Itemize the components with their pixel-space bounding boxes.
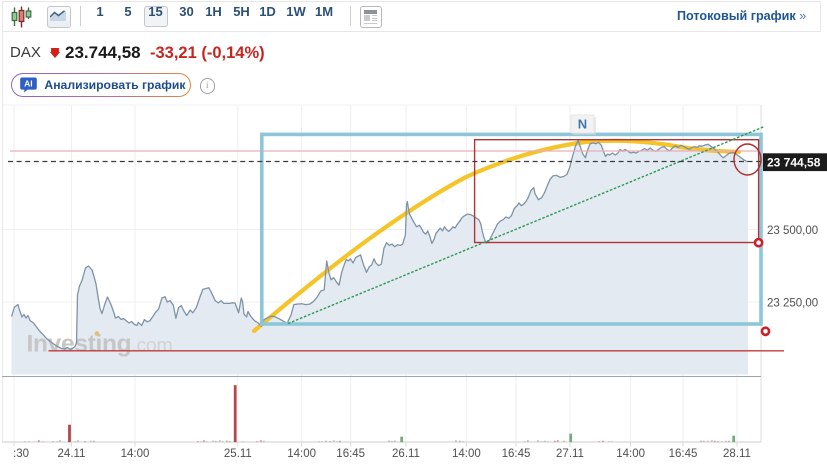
svg-text:25.11: 25.11 (224, 448, 252, 460)
svg-text:23 744,58: 23 744,58 (767, 156, 821, 170)
svg-text::30: :30 (13, 448, 29, 460)
svg-text:23 250,00: 23 250,00 (767, 298, 818, 310)
svg-text:23 500,00: 23 500,00 (767, 225, 818, 237)
svg-text:Investing.com: Investing.com (27, 331, 173, 358)
svg-text:16:45: 16:45 (669, 448, 698, 460)
svg-text:26.11: 26.11 (392, 448, 420, 460)
svg-text:16:45: 16:45 (336, 448, 365, 460)
svg-text:24.11: 24.11 (58, 448, 86, 460)
svg-text:14:00: 14:00 (287, 448, 316, 460)
svg-text:AI: AI (25, 78, 34, 88)
svg-text:28.11: 28.11 (723, 448, 751, 460)
svg-text:N: N (578, 117, 587, 132)
svg-text:16:45: 16:45 (502, 448, 531, 460)
svg-text:14:00: 14:00 (616, 448, 645, 460)
svg-text:14:00: 14:00 (452, 448, 481, 460)
svg-text:27.11: 27.11 (556, 448, 584, 460)
svg-text:14:00: 14:00 (121, 448, 150, 460)
